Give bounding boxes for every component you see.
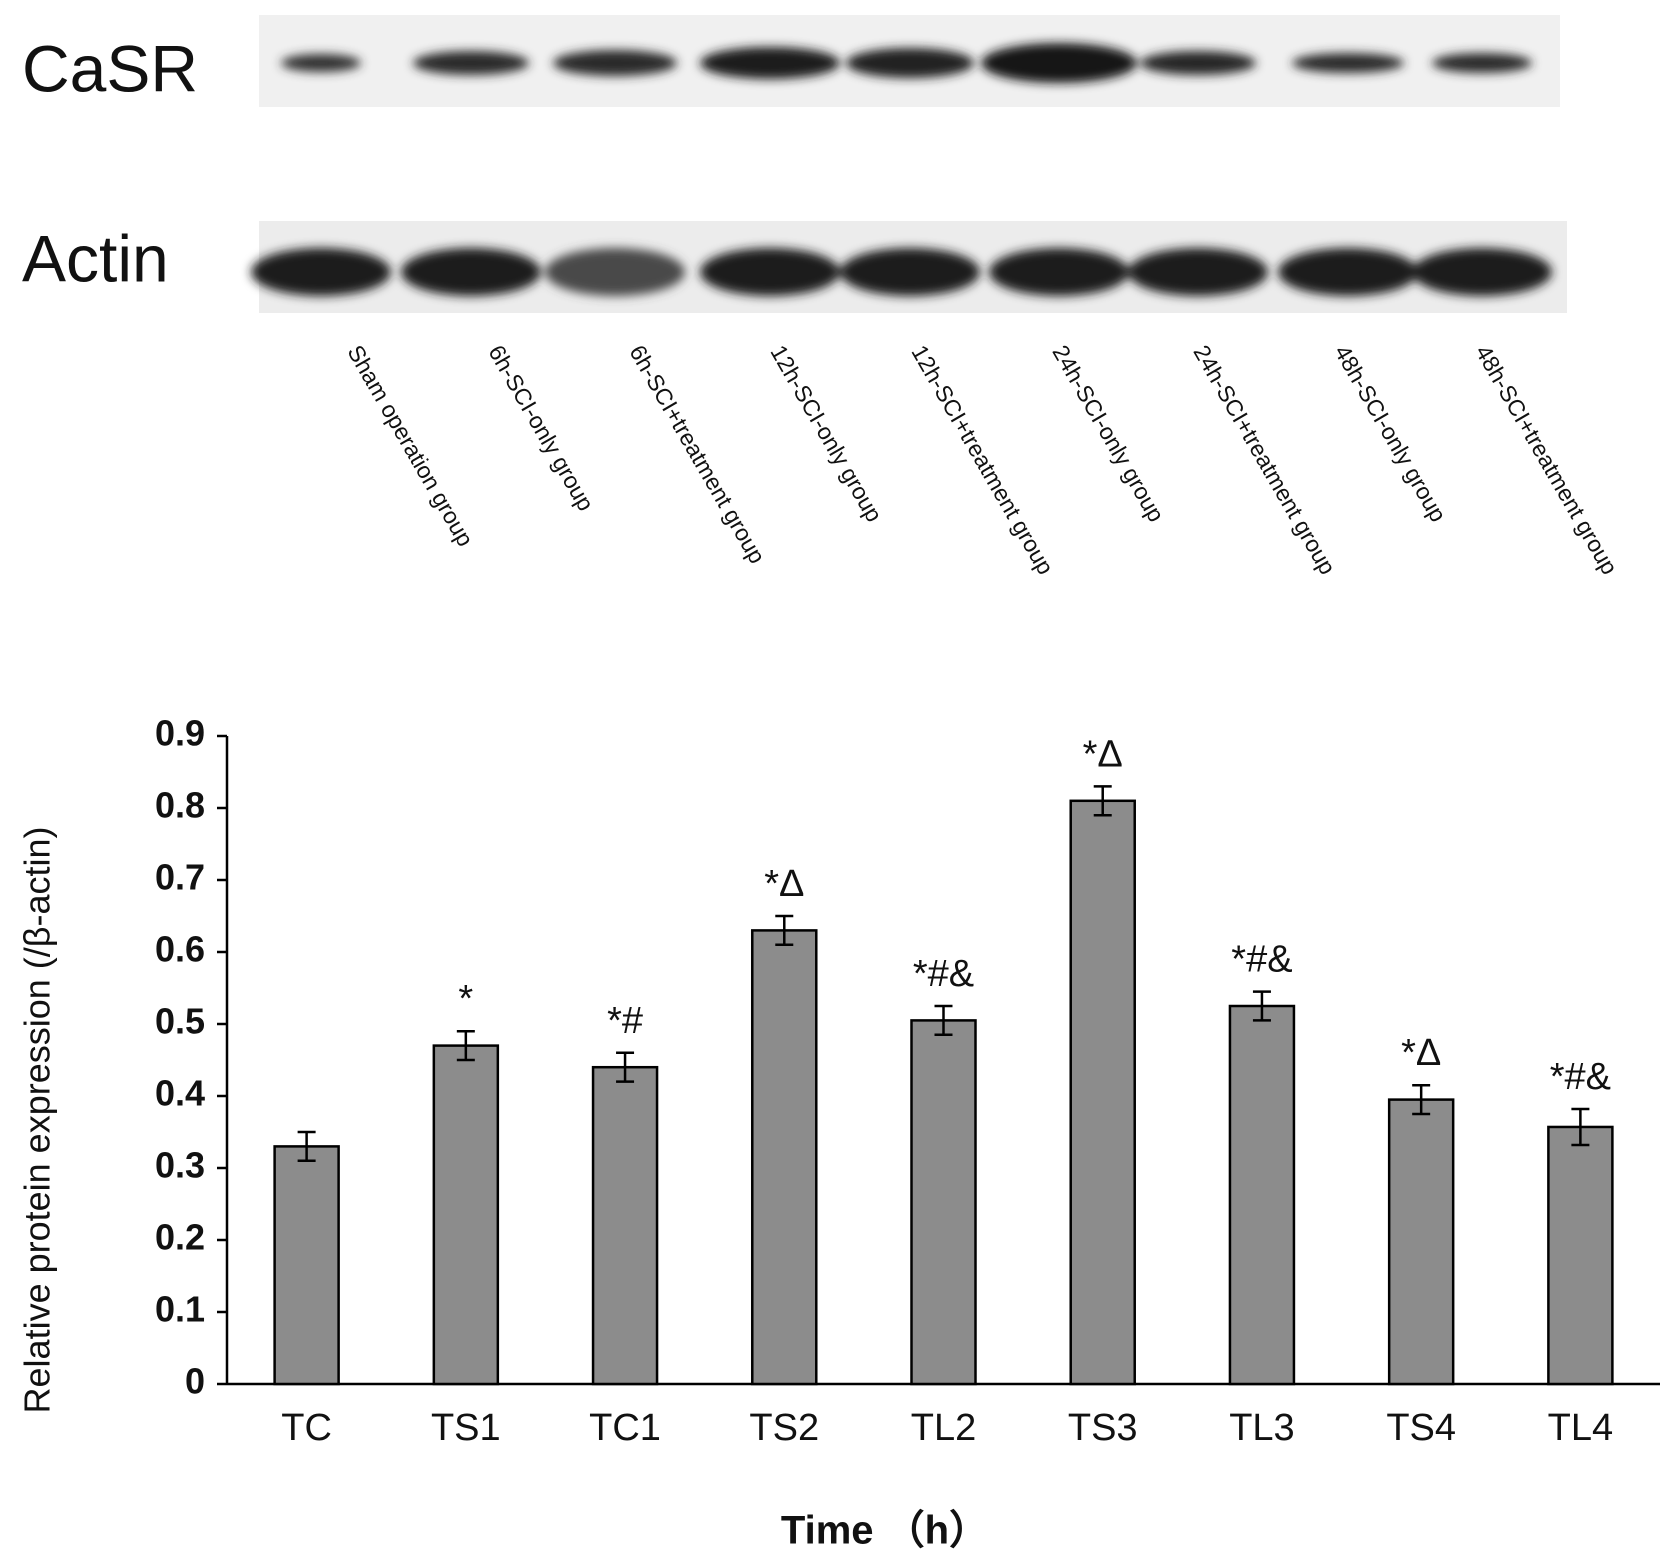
x-tick-label: TC bbox=[281, 1407, 332, 1449]
y-tick-label: 0.4 bbox=[155, 1073, 205, 1114]
error-bar bbox=[456, 1029, 475, 1062]
band bbox=[1278, 248, 1418, 296]
bar bbox=[432, 1044, 500, 1386]
x-tick-label: TS1 bbox=[431, 1407, 501, 1449]
bar bbox=[751, 929, 818, 1386]
band bbox=[545, 248, 685, 296]
band bbox=[401, 248, 541, 296]
annotation: * bbox=[458, 978, 473, 1020]
row-label: Actin bbox=[22, 221, 169, 295]
bands bbox=[251, 43, 1552, 296]
band bbox=[413, 51, 529, 75]
y-tick-label: 0.3 bbox=[155, 1145, 205, 1186]
band bbox=[981, 43, 1137, 83]
error-bar bbox=[1412, 1083, 1431, 1116]
error-bar bbox=[934, 1004, 953, 1037]
band bbox=[700, 248, 840, 296]
x-tick-label: TS4 bbox=[1386, 1407, 1456, 1449]
lane-label: 12h-SCI-only group bbox=[765, 341, 887, 527]
annotation: *#& bbox=[1550, 1056, 1611, 1098]
lane-label: 48h-SCI+treatment group bbox=[1470, 341, 1623, 579]
band bbox=[1128, 248, 1268, 296]
y-tick-label: 0.7 bbox=[155, 857, 205, 898]
x-axis-label: Time （h） bbox=[781, 1509, 989, 1553]
y-tick-label: 0.1 bbox=[155, 1289, 205, 1330]
x-tick-label: TL4 bbox=[1548, 1407, 1613, 1449]
y-tick-label: 0.5 bbox=[155, 1001, 205, 1042]
annotation: *# bbox=[607, 1000, 643, 1042]
bar bbox=[591, 1065, 659, 1386]
lane-label: 48h-SCI-only group bbox=[1329, 341, 1451, 527]
y-tick-label: 0.9 bbox=[155, 713, 205, 754]
band bbox=[1292, 53, 1404, 73]
annotation: *Δ bbox=[764, 863, 804, 905]
band bbox=[251, 248, 391, 296]
bar bbox=[1228, 1004, 1296, 1386]
x-tick-label: TS3 bbox=[1068, 1407, 1138, 1449]
lane-label: Sham operation group bbox=[342, 341, 478, 551]
y-tick-label: 0.8 bbox=[155, 785, 205, 826]
error-bar bbox=[775, 914, 794, 947]
y-axis-label: Relative protein expression (/β-actin) bbox=[17, 827, 58, 1414]
annotation: *#& bbox=[913, 953, 974, 995]
lane-label: 12h-SCI+treatment group bbox=[906, 341, 1059, 579]
error-bar bbox=[616, 1051, 635, 1083]
band bbox=[846, 48, 974, 78]
x-tick-label: TC1 bbox=[589, 1407, 661, 1449]
x-tick-label: TL3 bbox=[1229, 1407, 1294, 1449]
band bbox=[281, 54, 361, 72]
error-bar bbox=[1252, 990, 1271, 1022]
y-tick-label: 0.6 bbox=[155, 929, 205, 970]
lane-label: 6h-SCI-only group bbox=[483, 341, 599, 516]
lane-label: 24h-SCI+treatment group bbox=[1188, 341, 1341, 579]
row-label: CaSR bbox=[22, 31, 198, 105]
bar bbox=[1387, 1098, 1455, 1386]
error-bar bbox=[1093, 785, 1112, 817]
y-tick-label: 0 bbox=[185, 1361, 205, 1402]
annotation: *#& bbox=[1231, 939, 1292, 981]
lane-label: 6h-SCI+treatment group bbox=[624, 341, 770, 568]
band bbox=[1140, 51, 1256, 75]
band bbox=[1412, 248, 1552, 296]
bar bbox=[273, 1145, 340, 1386]
band bbox=[989, 248, 1129, 296]
bar bbox=[1069, 799, 1136, 1386]
band bbox=[553, 50, 677, 76]
band bbox=[700, 47, 840, 79]
x-tick-label: TL2 bbox=[911, 1407, 976, 1449]
band bbox=[840, 248, 980, 296]
x-tick-label: TS2 bbox=[749, 1407, 819, 1449]
error-bar bbox=[297, 1130, 316, 1163]
y-tick-label: 0.2 bbox=[155, 1217, 205, 1258]
annotation: *Δ bbox=[1083, 733, 1123, 775]
lane-label: 24h-SCI-only group bbox=[1047, 341, 1169, 527]
band bbox=[1432, 53, 1532, 73]
bar bbox=[1547, 1125, 1614, 1386]
error-bar bbox=[1571, 1107, 1590, 1147]
annotation: *Δ bbox=[1401, 1032, 1441, 1074]
bar bbox=[910, 1019, 977, 1386]
